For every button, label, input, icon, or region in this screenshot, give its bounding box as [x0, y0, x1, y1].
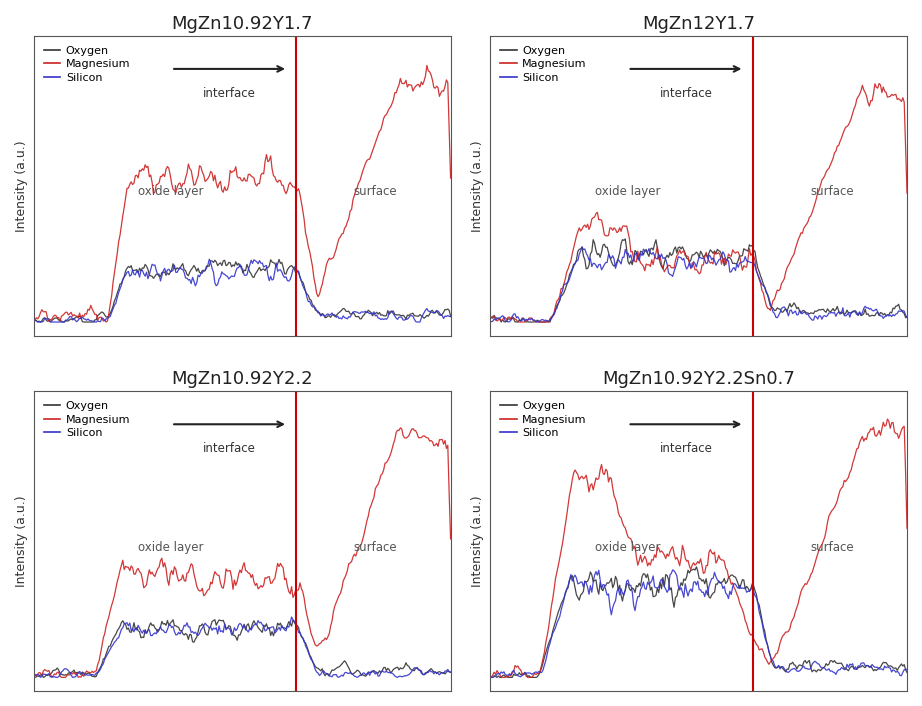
Text: surface: surface: [354, 541, 397, 554]
Text: oxide layer: oxide layer: [138, 541, 204, 554]
Text: interface: interface: [203, 87, 256, 100]
Text: surface: surface: [810, 185, 854, 198]
Y-axis label: Intensity (a.u.): Intensity (a.u.): [15, 496, 28, 587]
Legend: Oxygen, Magnesium, Silicon: Oxygen, Magnesium, Silicon: [495, 42, 591, 87]
Title: MgZn10.92Y2.2: MgZn10.92Y2.2: [171, 371, 313, 388]
Title: MgZn12Y1.7: MgZn12Y1.7: [642, 15, 755, 33]
Text: oxide layer: oxide layer: [595, 185, 660, 198]
Text: oxide layer: oxide layer: [595, 541, 660, 554]
Legend: Oxygen, Magnesium, Silicon: Oxygen, Magnesium, Silicon: [39, 397, 135, 443]
Y-axis label: Intensity (a.u.): Intensity (a.u.): [471, 496, 484, 587]
Text: interface: interface: [659, 442, 713, 455]
Legend: Oxygen, Magnesium, Silicon: Oxygen, Magnesium, Silicon: [495, 397, 591, 443]
Text: surface: surface: [354, 185, 397, 198]
Y-axis label: Intensity (a.u.): Intensity (a.u.): [15, 140, 28, 232]
Text: oxide layer: oxide layer: [138, 185, 204, 198]
Text: interface: interface: [203, 442, 256, 455]
Y-axis label: Intensity (a.u.): Intensity (a.u.): [471, 140, 484, 232]
Text: surface: surface: [810, 541, 854, 554]
Text: interface: interface: [659, 87, 713, 100]
Title: MgZn10.92Y2.2Sn0.7: MgZn10.92Y2.2Sn0.7: [602, 371, 795, 388]
Title: MgZn10.92Y1.7: MgZn10.92Y1.7: [171, 15, 313, 33]
Legend: Oxygen, Magnesium, Silicon: Oxygen, Magnesium, Silicon: [39, 42, 135, 87]
